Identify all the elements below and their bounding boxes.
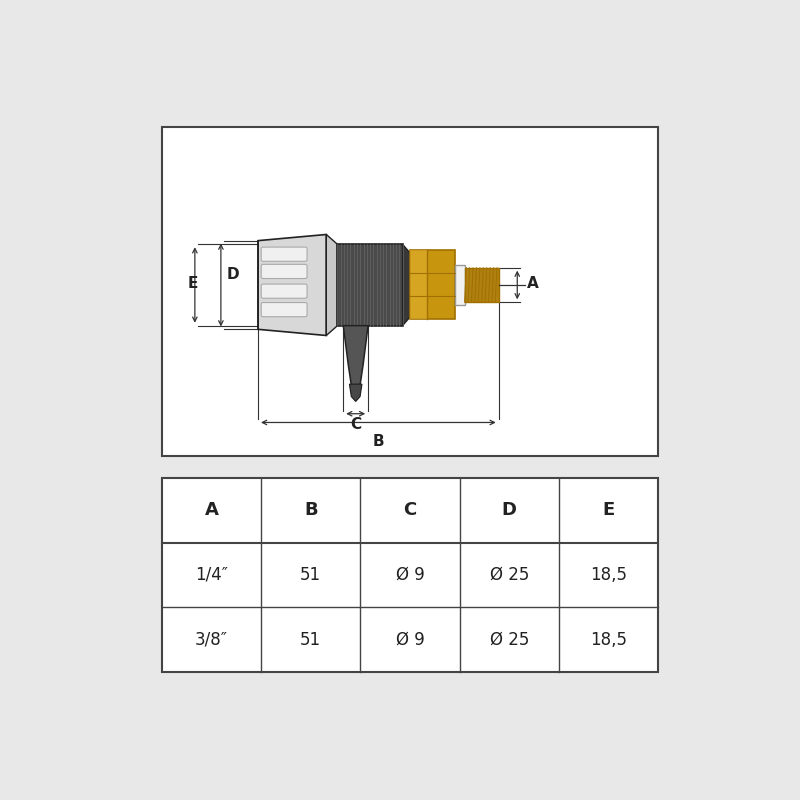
Bar xyxy=(338,244,402,326)
Text: D: D xyxy=(502,502,517,519)
Text: 1/4″: 1/4″ xyxy=(195,566,228,584)
Polygon shape xyxy=(258,234,326,335)
Text: D: D xyxy=(227,267,240,282)
Bar xyxy=(410,250,454,319)
Text: 18,5: 18,5 xyxy=(590,566,627,584)
Bar xyxy=(410,250,427,319)
Polygon shape xyxy=(350,384,362,402)
Text: A: A xyxy=(205,502,218,519)
Bar xyxy=(465,268,498,302)
Text: A: A xyxy=(526,276,538,290)
Text: B: B xyxy=(373,434,384,449)
Text: 3/8″: 3/8″ xyxy=(195,630,228,649)
Polygon shape xyxy=(343,326,368,391)
Bar xyxy=(162,127,658,456)
Polygon shape xyxy=(326,234,338,335)
Text: 18,5: 18,5 xyxy=(590,630,627,649)
FancyBboxPatch shape xyxy=(262,302,307,317)
Text: Ø 9: Ø 9 xyxy=(396,566,424,584)
Text: E: E xyxy=(187,276,198,290)
FancyBboxPatch shape xyxy=(262,247,307,262)
Text: C: C xyxy=(403,502,417,519)
Text: 51: 51 xyxy=(300,566,322,584)
FancyBboxPatch shape xyxy=(262,284,307,298)
Text: C: C xyxy=(350,417,362,432)
Text: 51: 51 xyxy=(300,630,322,649)
Text: Ø 25: Ø 25 xyxy=(490,566,529,584)
Text: Ø 9: Ø 9 xyxy=(396,630,424,649)
Bar xyxy=(162,478,658,672)
Polygon shape xyxy=(402,244,410,326)
Bar xyxy=(454,266,465,305)
Text: Ø 25: Ø 25 xyxy=(490,630,529,649)
FancyBboxPatch shape xyxy=(262,264,307,278)
Text: B: B xyxy=(304,502,318,519)
Text: E: E xyxy=(602,502,614,519)
